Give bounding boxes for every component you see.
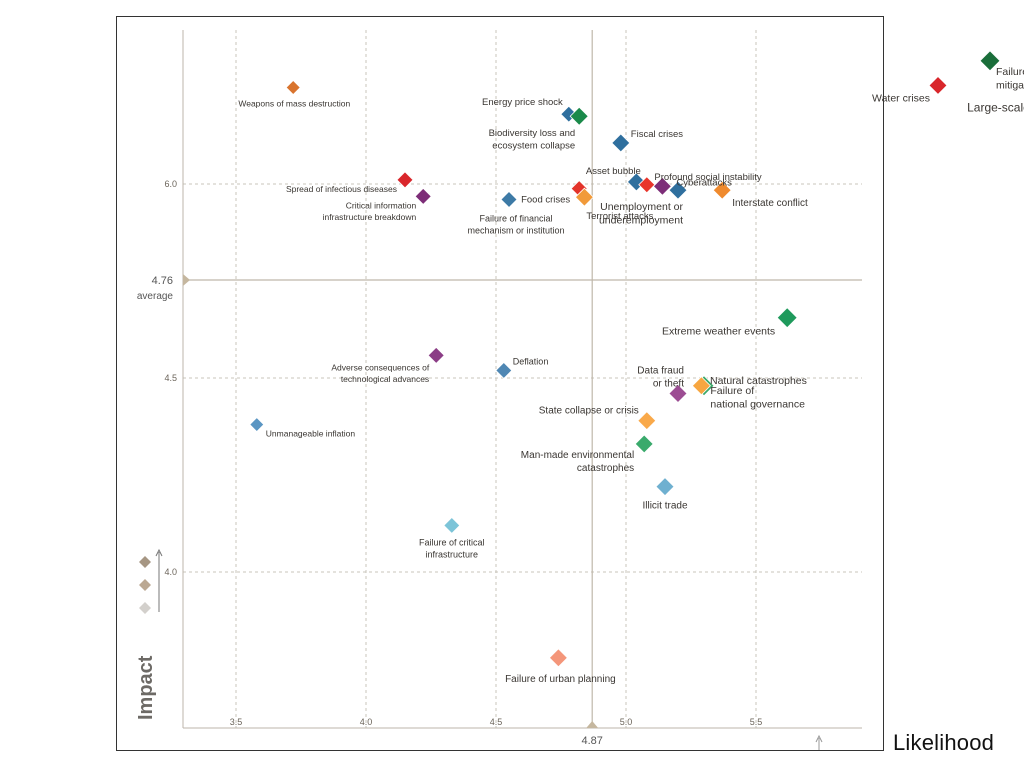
risk-point xyxy=(928,75,948,96)
point-labels: Failure of climate-changemitigation and … xyxy=(238,66,1024,685)
point-label: Illicit trade xyxy=(642,501,687,512)
risk-point xyxy=(414,187,432,205)
point-label: Failure of critical infrastructure xyxy=(419,537,485,559)
risk-point xyxy=(979,50,1001,72)
risk-point xyxy=(443,516,461,535)
point-label: Cyberattacks xyxy=(676,177,732,188)
point-label: Large-scale involuntarymigration xyxy=(967,101,1024,130)
x-tick-label: 5.5 xyxy=(750,717,763,727)
point-label: Man-made environmental catastrophes xyxy=(521,450,634,474)
risk-point xyxy=(396,171,414,189)
point-label: Interstate conflict xyxy=(732,198,808,209)
point-label: Fiscal crises xyxy=(631,129,684,140)
point-label: Terrorist attacks xyxy=(586,211,653,222)
risk-point xyxy=(691,376,711,396)
average-impact-caption: average xyxy=(137,291,174,302)
likelihood-arrow-head-icon xyxy=(815,734,823,743)
data-points xyxy=(249,50,1001,668)
impact-key-diamond xyxy=(139,602,151,614)
point-label: Weapons of mass destruction xyxy=(238,98,350,108)
risk-point xyxy=(574,187,594,207)
average-impact-value: 4.76 xyxy=(152,275,173,287)
point-label: Spread of infectious diseases xyxy=(286,184,397,194)
x-tick-label: 5.0 xyxy=(620,717,633,727)
impact-arrow-head-icon xyxy=(155,548,163,557)
point-label: Data fraud or theft xyxy=(637,366,684,390)
x-tick-label: 4.0 xyxy=(360,717,373,727)
y-axis-title: Impact xyxy=(135,655,157,720)
average-likelihood-value: 4.87 xyxy=(581,735,602,747)
risk-point xyxy=(655,477,675,497)
x-tick-label: 4.5 xyxy=(490,717,503,727)
y-tick-label: 6.0 xyxy=(164,179,177,189)
risk-point xyxy=(626,172,646,192)
risk-point xyxy=(548,648,568,668)
risk-point xyxy=(668,180,688,200)
point-label: Natural catastrophes xyxy=(710,375,807,387)
risk-point xyxy=(611,133,631,153)
risk-point xyxy=(427,346,445,364)
point-label: Critical information infrastructure break… xyxy=(323,200,417,222)
point-label: Water crises xyxy=(872,92,930,104)
point-label: Failure of national governance xyxy=(710,385,805,411)
point-label: State collapse or crisis xyxy=(539,406,639,417)
point-label: Biodiversity loss and ecosystem collapse xyxy=(489,128,576,152)
average-likelihood-marker xyxy=(586,721,599,728)
point-label: Asset bubble xyxy=(586,166,641,177)
risk-point xyxy=(668,383,688,404)
point-label: Adverse consequences of technological adv… xyxy=(331,362,429,384)
risk-point xyxy=(634,434,654,454)
x-axis-title: Likelihood xyxy=(893,730,995,755)
point-label: Extreme weather events xyxy=(662,326,775,338)
risk-point xyxy=(712,180,732,200)
point-label: Energy price shock xyxy=(482,97,563,108)
risk-point xyxy=(638,176,656,194)
risk-point xyxy=(776,307,798,329)
point-label: Failure of climate-changemitigation and … xyxy=(996,66,1024,92)
risk-point xyxy=(560,105,578,123)
impact-key-diamond xyxy=(139,579,151,591)
impact-key xyxy=(139,548,823,750)
risk-point xyxy=(495,361,513,380)
y-tick-label: 4.0 xyxy=(164,567,177,577)
point-label: Failure of financial mechanism or institu… xyxy=(467,213,564,235)
impact-key-diamond xyxy=(139,556,151,568)
y-tick-label: 4.5 xyxy=(164,373,177,383)
risk-point xyxy=(637,411,657,431)
x-tick-label: 3.5 xyxy=(230,717,243,727)
risk-point xyxy=(569,106,589,126)
risk-point xyxy=(285,79,301,96)
risk-point xyxy=(500,190,518,209)
point-label: Failure of urban planning xyxy=(505,674,616,685)
axes: 3.5 4.0 4.5 5.0 5.5 4.0 4.5 6.0 4.76 average 4.87 I… xyxy=(135,30,862,747)
point-label: Unemployment or underemployment xyxy=(599,201,684,227)
point-label: Unmanageable inflation xyxy=(266,429,356,439)
point-label: Profound social instability xyxy=(654,172,761,183)
point-label: Deflation xyxy=(513,356,549,366)
average-impact-marker xyxy=(183,274,190,286)
point-label: Food crises xyxy=(521,195,570,206)
risk-point xyxy=(249,416,265,433)
risk-point xyxy=(652,176,672,196)
